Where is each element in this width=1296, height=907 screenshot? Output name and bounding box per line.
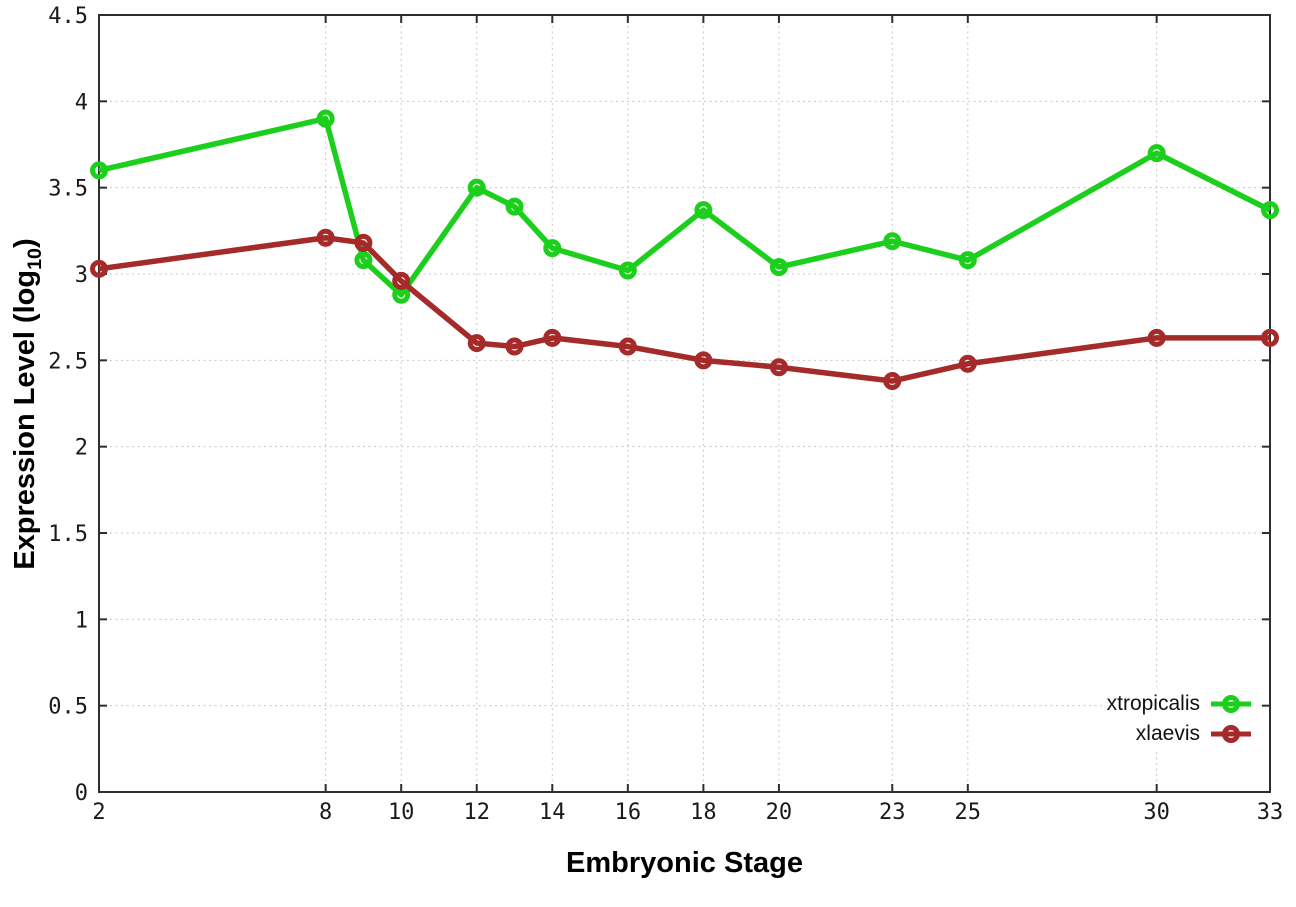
y-tick-label: 4.5 bbox=[48, 4, 88, 29]
data-point-marker bbox=[694, 351, 713, 370]
x-tick-label: 33 bbox=[1257, 800, 1284, 825]
series-line-xtropicalis bbox=[98, 115, 1272, 298]
data-point-marker bbox=[618, 337, 637, 356]
y-tick-label: 3 bbox=[75, 263, 88, 288]
legend: xtropicalis xlaevis bbox=[1102, 687, 1256, 751]
x-tick-labels: 2 8 10 12 14 16 18 20 23 25 30 33 bbox=[92, 800, 1283, 825]
data-point-marker bbox=[769, 358, 788, 377]
data-point-marker bbox=[505, 197, 524, 216]
y-tick-label: 1.5 bbox=[48, 522, 88, 547]
y-tick-label: 3.5 bbox=[48, 177, 88, 202]
y-axis-title-subscript: 10 bbox=[23, 247, 46, 270]
data-point-marker bbox=[543, 328, 562, 347]
y-tick-label: 2 bbox=[75, 436, 88, 461]
data-point-marker bbox=[316, 228, 335, 247]
y-tick-label: 1 bbox=[75, 608, 88, 633]
x-tick-label: 20 bbox=[766, 800, 793, 825]
data-point-marker bbox=[618, 261, 637, 280]
data-point-marker bbox=[543, 239, 562, 258]
y-tick-labels: 0 0.5 1 1.5 2 2.5 3 3.5 4 4.5 bbox=[48, 4, 88, 806]
legend-marker-xtropicalis bbox=[1211, 695, 1251, 713]
x-tick-label: 23 bbox=[879, 800, 906, 825]
data-point-marker bbox=[316, 109, 335, 128]
y-tick-label: 0.5 bbox=[48, 695, 88, 720]
data-point-marker bbox=[354, 233, 373, 252]
data-point-marker bbox=[354, 251, 373, 270]
series-line-xlaevis bbox=[98, 234, 1270, 384]
data-point-marker bbox=[883, 372, 902, 391]
y-tick-label: 0 bbox=[75, 781, 88, 806]
x-tick-label: 8 bbox=[319, 800, 332, 825]
data-point-marker bbox=[1261, 201, 1279, 220]
x-tick-label: 30 bbox=[1143, 800, 1170, 825]
x-tick-label: 16 bbox=[615, 800, 642, 825]
legend-label-xtropicalis: xtropicalis bbox=[1106, 692, 1200, 715]
legend-label-xlaevis: xlaevis bbox=[1135, 722, 1200, 745]
x-tick-label: 25 bbox=[955, 800, 982, 825]
x-tick-label: 2 bbox=[92, 800, 105, 825]
data-point-marker bbox=[505, 337, 524, 356]
data-point-marker bbox=[1147, 144, 1166, 163]
legend-item-xtropicalis: xtropicalis bbox=[1107, 689, 1252, 719]
plot-border bbox=[98, 14, 1271, 793]
data-point-marker bbox=[883, 232, 902, 251]
legend-item-xlaevis: xlaevis bbox=[1107, 719, 1252, 749]
data-point-marker bbox=[90, 161, 108, 180]
series-xlaevis bbox=[90, 228, 1279, 391]
x-tick-label: 18 bbox=[690, 800, 717, 825]
y-axis-title-end: ) bbox=[9, 238, 42, 248]
data-point-marker bbox=[1261, 328, 1279, 347]
y-tick-label: 4 bbox=[75, 90, 88, 115]
data-point-marker bbox=[769, 258, 788, 277]
series-xtropicalis bbox=[90, 109, 1279, 304]
x-tick-label: 12 bbox=[463, 800, 490, 825]
x-tick-label: 10 bbox=[388, 800, 415, 825]
data-point-marker bbox=[467, 178, 486, 197]
x-tick-label: 14 bbox=[539, 800, 566, 825]
y-axis-title: Expression Level (log10) bbox=[9, 238, 47, 569]
data-point-marker bbox=[958, 251, 977, 270]
data-point-marker bbox=[958, 354, 977, 373]
y-tick-label: 2.5 bbox=[48, 349, 88, 374]
x-axis-title: Embryonic Stage bbox=[566, 847, 803, 879]
data-point-marker bbox=[1147, 328, 1166, 347]
y-axis-title-main: Expression Level (log bbox=[9, 269, 42, 570]
legend-marker-xlaevis bbox=[1211, 725, 1251, 743]
data-point-marker bbox=[467, 334, 486, 353]
data-point-marker bbox=[392, 271, 411, 290]
data-point-marker bbox=[694, 201, 713, 220]
data-point-marker bbox=[90, 259, 108, 278]
